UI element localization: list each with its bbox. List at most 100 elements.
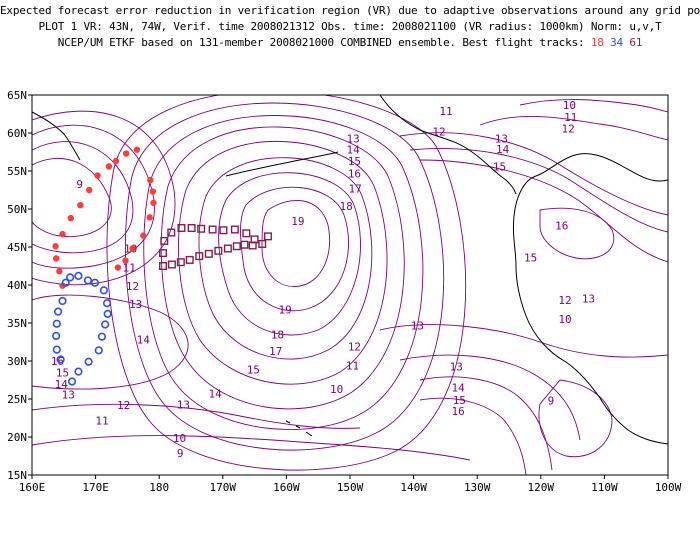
- contour-value-label: 9: [177, 447, 184, 460]
- contour-value-label: 13: [582, 293, 595, 306]
- track-61-point: [167, 228, 176, 237]
- contour-value-label: 19: [291, 215, 304, 228]
- track-18-point: [146, 214, 153, 221]
- contour-line: [32, 435, 471, 461]
- contour-value-label: 14: [137, 334, 151, 347]
- track-61-point: [177, 223, 186, 232]
- contour-line: [32, 141, 134, 254]
- contour-value-label: 15: [493, 160, 506, 173]
- lat-tick-label: 60N: [7, 127, 27, 140]
- track-61-point: [185, 255, 194, 264]
- contour-value-label: 10: [173, 432, 186, 445]
- coastlines: [31, 94, 669, 445]
- contour-value-label: 15: [56, 366, 69, 379]
- contour-line: [539, 207, 615, 260]
- title-line-1: Expected forecast error reduction in ver…: [0, 4, 700, 17]
- contour-line: [379, 324, 668, 358]
- track-34-point: [61, 278, 70, 287]
- contour-value-label: 12: [562, 122, 575, 135]
- contour-value-label: 9: [76, 178, 83, 191]
- track-18-point: [149, 188, 157, 195]
- contour-value-label: 11: [439, 105, 452, 118]
- track-18-point: [94, 172, 101, 179]
- contour-value-label: 14: [347, 144, 361, 157]
- lat-tick-label: 40N: [7, 279, 27, 292]
- contour-value-label: 13: [129, 298, 142, 311]
- track-34-point: [52, 319, 61, 328]
- flight-track-18: [52, 146, 157, 289]
- contour-value-label: 16: [451, 405, 464, 418]
- contour-labels: 9101112131416151413121110913141517181919…: [51, 99, 595, 460]
- contour-value-label: 14: [451, 382, 465, 395]
- flight-track-34: [52, 271, 112, 386]
- track-18-point: [133, 146, 141, 153]
- track-61-point: [242, 229, 251, 238]
- track-18-point: [52, 243, 59, 250]
- track-61-point: [197, 224, 206, 233]
- track-34-point: [74, 271, 83, 280]
- contour-value-label: 19: [279, 303, 292, 316]
- contour-value-label: 14: [209, 388, 223, 401]
- contour-value-label: 13: [411, 319, 424, 332]
- lon-tick-label: 120W: [528, 481, 555, 494]
- track-18-point: [150, 199, 157, 207]
- contour-line: [240, 186, 349, 312]
- track-18-point: [86, 186, 93, 194]
- contour-line: [32, 294, 189, 390]
- flight-track-legend: 18 34 61: [590, 36, 643, 49]
- legend-track-18: 18: [590, 36, 604, 49]
- hawaii-islands: [285, 420, 313, 437]
- flight-tracks: [52, 146, 272, 386]
- track-18-point: [56, 268, 63, 275]
- track-18-point: [112, 157, 120, 165]
- track-61-point: [240, 240, 249, 249]
- track-18-point: [129, 245, 136, 252]
- contour-line: [419, 159, 668, 263]
- contour-value-label: 10: [558, 313, 571, 326]
- contour-line: [32, 124, 155, 269]
- lon-tick-label: 170W: [210, 481, 237, 494]
- contour-value-label: 15: [247, 363, 260, 376]
- track-61-point: [176, 258, 185, 267]
- contour-value-label: 12: [117, 399, 130, 412]
- track-61-point: [248, 241, 257, 250]
- contour-value-label: 12: [558, 294, 571, 307]
- lon-tick-label: 160E: [19, 481, 46, 494]
- track-61-point: [159, 262, 168, 271]
- track-61-point: [204, 249, 213, 258]
- contour-value-label: 12: [126, 280, 139, 293]
- contour-value-label: 10: [330, 383, 343, 396]
- legend-track-61: 61: [629, 36, 643, 49]
- map-axes: 160E 170E 180 170W 160W 150W 140W 130W 120W 110W 1…: [7, 89, 681, 494]
- track-34-point: [94, 346, 103, 355]
- contour-line: [106, 95, 467, 471]
- flight-track-61: [159, 223, 272, 271]
- title-line-3: NCEP/UM ETKF based on 131-member 2008021…: [0, 36, 700, 49]
- track-18-point: [114, 264, 122, 271]
- lon-tick-label: 100W: [655, 481, 682, 494]
- coastline-alaska: [379, 94, 517, 195]
- lat-tick-label: 20N: [7, 431, 27, 444]
- contour-value-label: 17: [348, 182, 361, 195]
- track-18-point: [59, 282, 66, 289]
- track-34-point: [97, 332, 107, 341]
- contour-value-label: 13: [347, 132, 360, 145]
- track-18-point: [67, 214, 74, 222]
- contour-line: [419, 376, 553, 471]
- track-61-point: [195, 252, 204, 261]
- lat-tick-label: 55N: [7, 165, 27, 178]
- track-34-point: [74, 367, 83, 376]
- track-61-point: [187, 223, 196, 232]
- contour-value-label: 10: [563, 99, 576, 112]
- contour-value-label: 11: [123, 262, 136, 275]
- contour-line: [409, 148, 668, 233]
- title-line-2: PLOT 1 VR: 43N, 74W, Verif. time 2008021…: [38, 20, 662, 33]
- contour-value-label: 11: [95, 414, 108, 427]
- contour-value-label: 14: [55, 378, 69, 391]
- track-61-point: [258, 239, 267, 248]
- track-61-point: [219, 226, 228, 235]
- track-61-point: [214, 246, 223, 255]
- coastline-kamchatka: [31, 111, 81, 161]
- contour-line: [538, 379, 613, 458]
- lon-tick-label: 110W: [591, 481, 618, 494]
